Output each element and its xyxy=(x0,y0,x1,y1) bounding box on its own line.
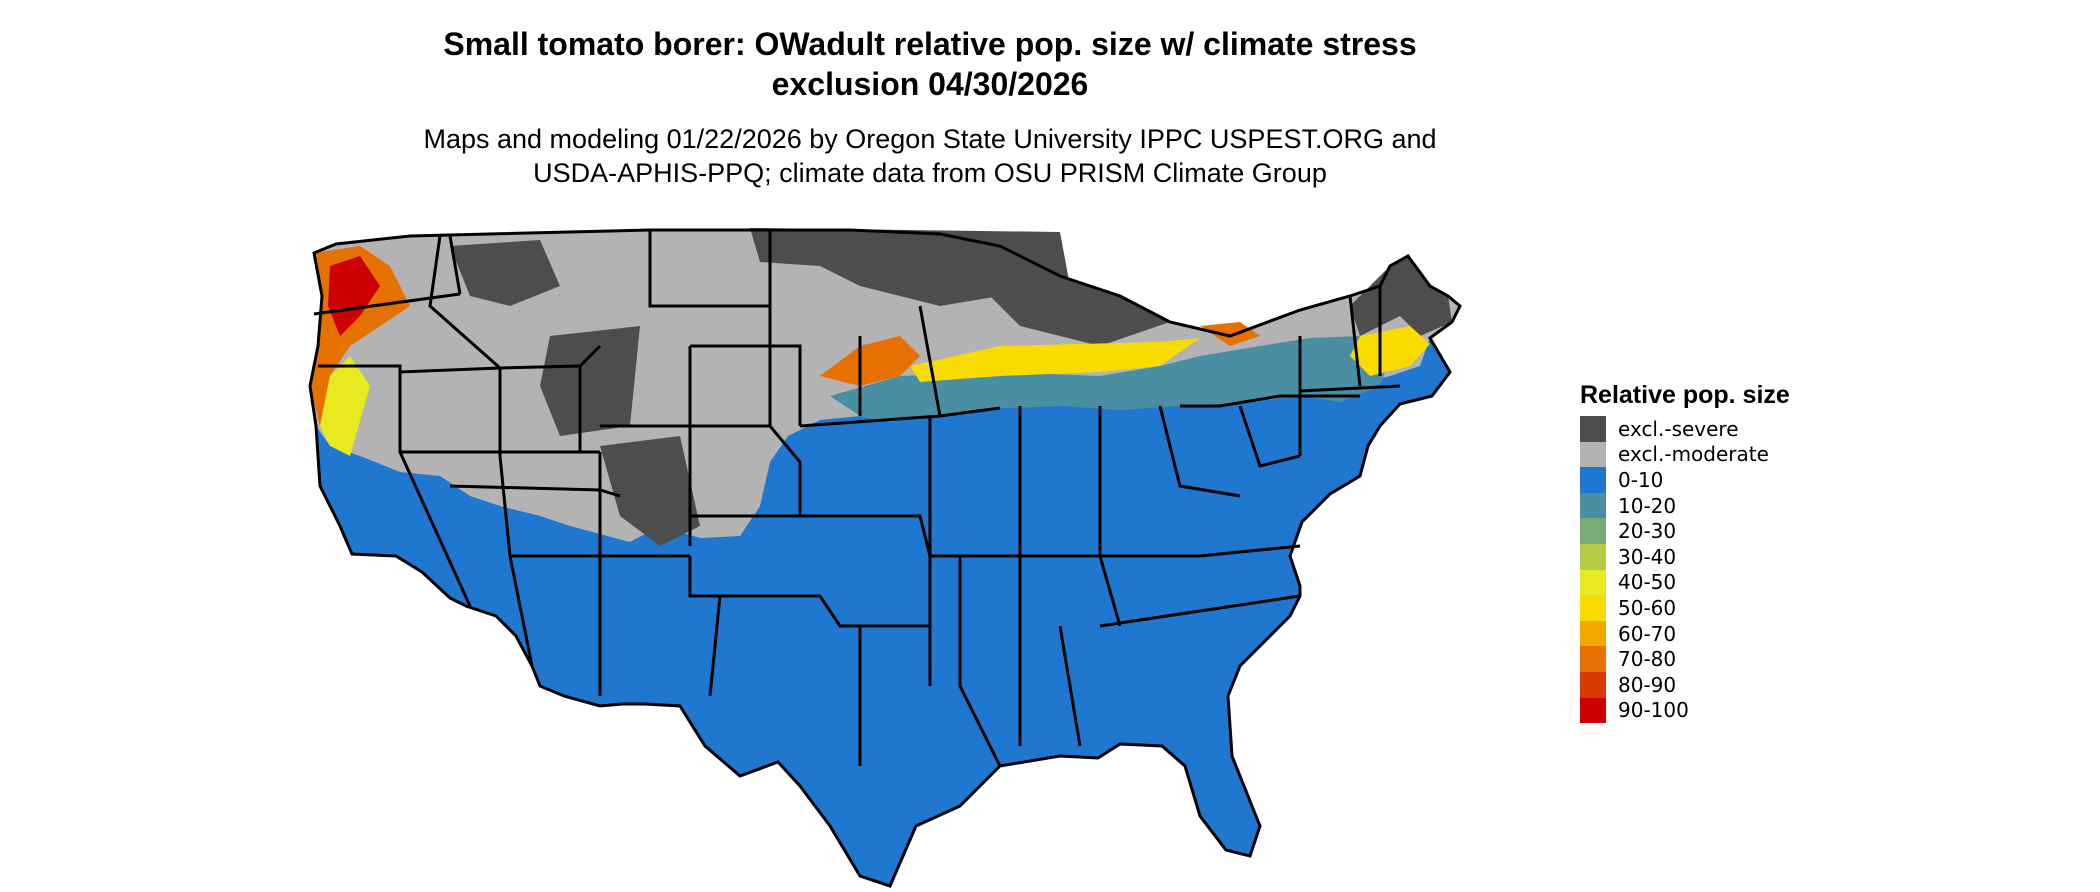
legend-item: excl.-severe xyxy=(1580,416,1790,442)
legend-item: 0-10 xyxy=(1580,467,1790,493)
legend-label: excl.-moderate xyxy=(1618,442,1769,467)
legend-title: Relative pop. size xyxy=(1580,381,1790,409)
legend-label: excl.-severe xyxy=(1618,416,1739,441)
legend-label: 60-70 xyxy=(1618,621,1677,646)
excl-severe-upper-midwest xyxy=(990,246,1170,346)
legend-label: 0-10 xyxy=(1618,467,1664,492)
legend-item: 50-60 xyxy=(1580,595,1790,621)
legend-label: 30-40 xyxy=(1618,544,1677,569)
great-lakes-high xyxy=(910,338,1200,382)
legend-swatch xyxy=(1580,467,1606,493)
michigan-high xyxy=(820,336,920,386)
legend-item: 10-20 xyxy=(1580,492,1790,519)
legend-label: 90-100 xyxy=(1618,698,1689,723)
legend-label: 80-90 xyxy=(1618,672,1677,697)
excl-severe-north-plains xyxy=(750,228,1070,306)
legend-label: 20-30 xyxy=(1618,519,1677,544)
legend-label: 50-60 xyxy=(1618,595,1677,620)
map-subtitle-line-2: USDA-APHIS-PPQ; climate data from OSU PR… xyxy=(533,158,1327,188)
legend-swatch xyxy=(1580,441,1606,468)
us-map xyxy=(308,228,1462,888)
erie-shore-high xyxy=(1200,322,1260,346)
legend-item: 70-80 xyxy=(1580,646,1790,672)
legend-swatch xyxy=(1580,620,1606,647)
legend-swatch xyxy=(1580,416,1606,442)
legend-label: 10-20 xyxy=(1618,493,1677,518)
map-title-line-2: exclusion 04/30/2026 xyxy=(771,66,1089,102)
legend-swatch xyxy=(1580,492,1606,519)
legend-swatch xyxy=(1580,518,1606,544)
legend-swatch xyxy=(1580,569,1606,596)
legend: Relative pop. size excl.-severe excl.-mo… xyxy=(1580,378,1790,724)
excl-severe-montana xyxy=(450,240,560,306)
new-england-yellow xyxy=(1350,326,1430,376)
legend-item: 90-100 xyxy=(1580,697,1790,724)
map-title-line-1: Small tomato borer: OWadult relative pop… xyxy=(443,26,1417,62)
excl-severe-wyoming xyxy=(540,326,640,436)
excl-severe-colorado xyxy=(600,436,700,546)
map-subtitle-line-1: Maps and modeling 01/22/2026 by Oregon S… xyxy=(423,124,1437,154)
legend-item: 20-30 xyxy=(1580,518,1790,544)
legend-item: 40-50 xyxy=(1580,569,1790,596)
legend-swatch xyxy=(1580,595,1606,621)
legend-swatch xyxy=(1580,646,1606,672)
state-borders xyxy=(308,228,1462,888)
legend-label: 70-80 xyxy=(1618,647,1677,672)
legend-label: 40-50 xyxy=(1618,570,1677,595)
pnw-high-zone-inner xyxy=(328,256,380,336)
legend-swatch xyxy=(1580,543,1606,570)
legend-swatch xyxy=(1580,671,1606,698)
pnw-mid-zone xyxy=(320,356,370,456)
legend-item: 80-90 xyxy=(1580,671,1790,698)
legend-item: 60-70 xyxy=(1580,620,1790,647)
legend-item: excl.-moderate xyxy=(1580,441,1790,468)
excl-severe-new-england xyxy=(1350,256,1452,336)
legend-item: 30-40 xyxy=(1580,543,1790,570)
legend-swatch xyxy=(1580,697,1606,724)
